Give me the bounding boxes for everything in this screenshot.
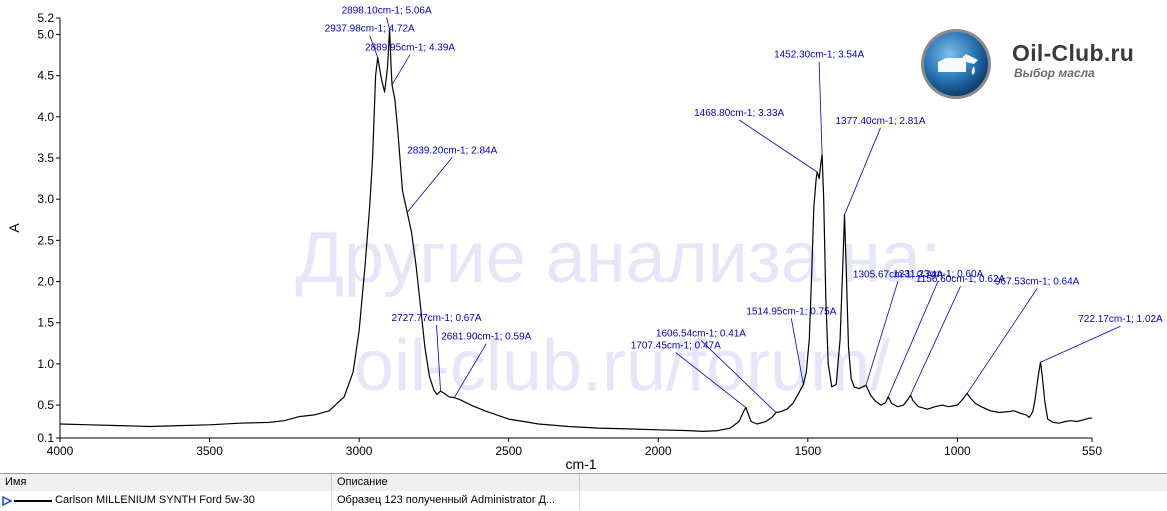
peak-annotation: 1377.40cm-1; 2.81A [835,116,925,127]
annotation-leader [865,281,899,386]
peak-annotation: 2898.10cm-1; 5.06A [342,6,432,17]
peak-annotation: 2727.77cm-1; 0.67A [392,313,482,324]
oil-can-logo-icon [921,29,991,99]
row-description: Образец 123 полученный Administrator Д..… [332,491,580,510]
series-line-0 [59,28,1092,432]
x-tick-label: 550 [1082,444,1102,458]
x-tick-label: 1500 [794,444,821,458]
annotation-leader [738,119,818,173]
annotation-leader [844,127,881,215]
annotation-leader [453,343,487,398]
peak-annotation: 2937.98cm-1; 4.72A [325,24,415,35]
annotation-leader [391,54,411,85]
x-axis-label: cm-1 [565,456,596,470]
x-tick-label: 3000 [346,444,373,458]
x-tick-label: 4000 [47,444,74,458]
series-line-swatch [14,500,52,502]
y-tick-label: 0.5 [37,398,54,412]
logo-title: Oil-Club.ru [1012,40,1135,66]
annotation-leader [910,286,961,396]
peak-annotation: 1305.67cm-1; 0.74A [853,269,943,280]
peak-annotation: 722.17cm-1; 1.02A [1078,314,1163,325]
annotation-leader [369,35,379,58]
peak-annotation: 2889.95cm-1; 4.39A [365,43,455,54]
y-tick-label: 1.5 [37,316,54,330]
y-tick-label: 3.5 [37,151,54,165]
annotation-leader [966,288,1038,394]
peak-annotation: 1468.80cm-1; 3.33A [694,108,784,119]
oil-club-logo: Oil-Club.ru Выбор масла [916,24,1161,104]
peak-annotation: 2681.90cm-1; 0.59A [441,332,531,343]
peak-annotation: 1231.23cm-1; 0.60A [893,269,983,280]
y-tick-label: 4.5 [37,69,54,83]
peak-annotation: 1606.54cm-1; 0.41A [656,328,746,339]
y-tick-label: 5.0 [37,27,54,41]
y-tick-label: 3.0 [37,192,54,206]
row-pointer-icon [2,496,12,506]
peak-annotation: 2839.20cm-1; 2.84A [407,145,497,156]
column-header-description[interactable]: Описание [332,474,580,491]
x-tick-label: 1000 [944,444,971,458]
logo-subtitle: Выбор масла [1014,66,1095,80]
peak-annotation: 967.53cm-1; 0.64A [995,277,1080,288]
x-tick-label: 2000 [645,444,672,458]
annotation-leader [436,325,441,392]
peak-annotation: 1707.45cm-1; 0.47A [631,341,721,352]
annotation-leader [790,318,804,385]
spectrum-chart: Другие анализа на: oil-club.ru/forum/4000… [6,6,1163,472]
y-tick-label: 2.0 [37,275,54,289]
peak-annotation: 1514.95cm-1; 0.75A [746,306,836,317]
y-tick-label: 5.2 [37,11,54,25]
y-tick-label: 0.1 [37,431,54,445]
table-row[interactable]: Carlson MILLENIUM SYNTH Ford 5w-30 Образ… [0,491,1167,510]
y-tick-label: 2.5 [37,233,54,247]
annotation-leader [700,340,777,413]
table-header: Имя Описание [0,473,1167,492]
annotation-leader [887,280,939,397]
y-tick-label: 4.0 [37,110,54,124]
y-axis-label: A [6,223,22,233]
y-tick-label: 1.0 [37,357,54,371]
annotation-leader [1040,325,1121,363]
row-name: Carlson MILLENIUM SYNTH Ford 5w-30 [55,494,255,506]
annotation-leader [818,61,823,155]
x-tick-label: 2500 [495,444,522,458]
annotation-leader [386,17,390,30]
annotation-leader [675,352,747,408]
watermark-line-1: Другие анализа на: [295,218,940,298]
annotation-leader [406,157,453,213]
chart-canvas: Другие анализа на:oil-club.ru/forum/4000… [6,6,1163,472]
x-tick-label: 3500 [196,444,223,458]
column-header-name[interactable]: Имя [0,474,332,491]
row-name-cell[interactable]: Carlson MILLENIUM SYNTH Ford 5w-30 [0,491,332,510]
peak-annotation: 1156.60cm-1; 0.62A [916,274,1006,285]
peak-annotation: 1452.30cm-1; 3.54A [774,50,864,61]
